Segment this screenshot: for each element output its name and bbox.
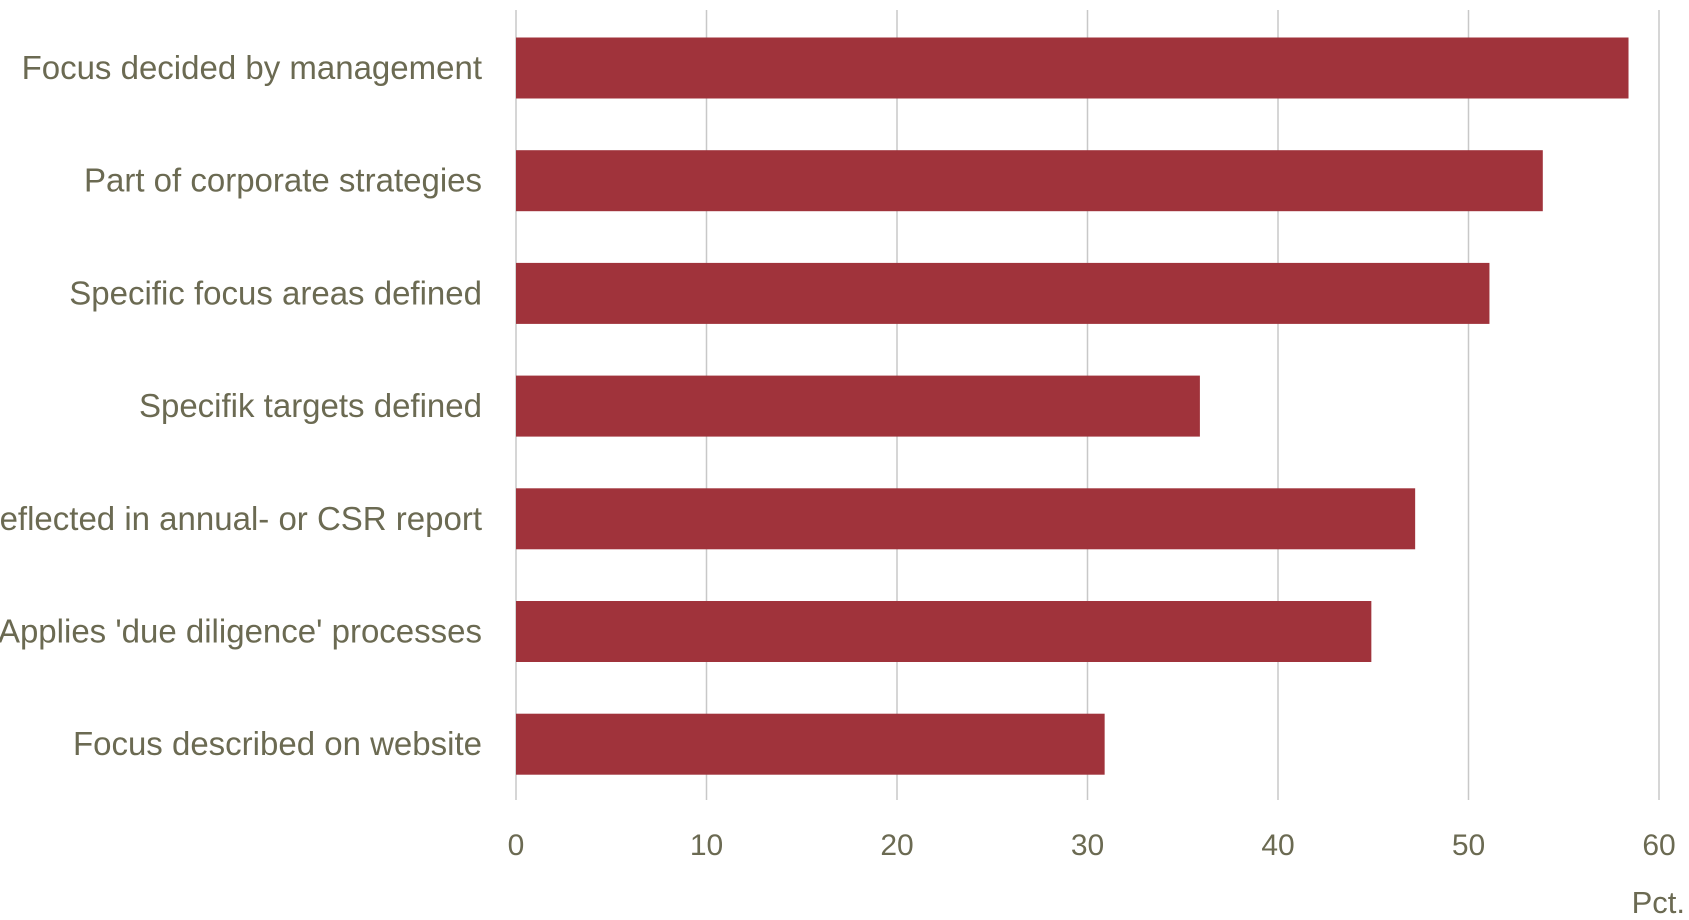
category-label: Reflected in annual- or CSR report xyxy=(0,500,482,537)
category-label: Focus described on website xyxy=(73,725,482,762)
x-tick-label: 40 xyxy=(1261,829,1294,862)
category-labels: Focus decided by management Part of corpo… xyxy=(0,49,482,762)
x-tick-label: 0 xyxy=(508,829,525,862)
bar xyxy=(516,488,1416,550)
bar xyxy=(516,150,1543,212)
category-label: Applies 'due diligence' processes xyxy=(0,613,482,650)
category-label: Focus decided by management xyxy=(22,49,482,86)
bar xyxy=(516,37,1629,99)
bar xyxy=(516,262,1490,324)
x-axis-unit-label: Pct. xyxy=(1632,885,1685,920)
category-label: Part of corporate strategies xyxy=(84,162,482,199)
bar xyxy=(516,713,1105,775)
x-tick-label: 30 xyxy=(1071,829,1104,862)
x-tick-labels: 0 10 20 30 40 50 60 xyxy=(508,829,1676,862)
x-tick-label: 20 xyxy=(880,829,913,862)
bars xyxy=(516,37,1629,775)
bar xyxy=(516,375,1200,437)
x-tick-label: 60 xyxy=(1642,829,1675,862)
category-label: Specifik targets defined xyxy=(139,387,482,424)
bar xyxy=(516,601,1372,662)
x-tick-label: 10 xyxy=(690,829,723,862)
x-tick-label: 50 xyxy=(1452,829,1485,862)
category-label: Specific focus areas defined xyxy=(69,274,482,311)
